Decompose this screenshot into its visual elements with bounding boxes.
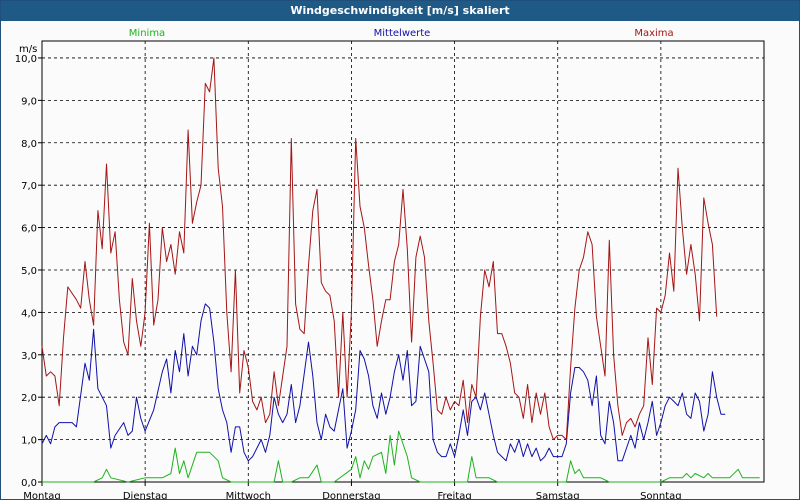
x-day-label: Samstag bbox=[536, 491, 580, 499]
y-tick-label: 10,0 bbox=[15, 54, 37, 65]
y-tick-label: 0,0 bbox=[21, 478, 37, 489]
series-line-maxima bbox=[41, 57, 718, 441]
y-tick-label: 4,0 bbox=[21, 308, 37, 319]
x-axis: Montag06.10.14Dienstag07.10.14Mittwoch08… bbox=[23, 482, 682, 499]
series-group bbox=[41, 57, 760, 483]
y-axis-unit-label: m/s bbox=[19, 44, 37, 55]
series-line-mittelwerte bbox=[41, 303, 726, 462]
legend: Minima Mittelwerte Maxima bbox=[129, 28, 674, 39]
x-day-label: Dienstag bbox=[123, 491, 168, 499]
legend-item-minima: Minima bbox=[129, 28, 165, 39]
window-title: Windgeschwindigkeit [m/s] skaliert bbox=[1, 1, 799, 21]
grid-lines bbox=[42, 41, 764, 483]
plot-area bbox=[41, 40, 765, 483]
y-tick-label: 7,0 bbox=[21, 181, 37, 192]
x-day-label: Montag bbox=[23, 491, 60, 499]
series-line-minima bbox=[42, 430, 760, 483]
y-tick-label: 1,0 bbox=[21, 436, 37, 447]
x-day-label: Donnerstag bbox=[322, 491, 380, 499]
y-tick-label: 3,0 bbox=[21, 351, 37, 362]
wind-speed-chart: 0,0 1,0 2,0 3,0 4,0 5,0 6,0 7,0 8,0 9,0 10,0 Monta… bbox=[15, 28, 765, 499]
y-tick-label: 2,0 bbox=[21, 393, 37, 404]
x-day-label: Mittwoch bbox=[226, 491, 271, 499]
y-tick-label: 6,0 bbox=[21, 224, 37, 235]
y-tick-label: 9,0 bbox=[21, 96, 37, 107]
y-tick-label: 5,0 bbox=[21, 266, 37, 277]
y-tick-label: 8,0 bbox=[21, 139, 37, 150]
x-day-label: Freitag bbox=[437, 491, 471, 499]
legend-item-maxima: Maxima bbox=[634, 28, 673, 39]
y-axis: 0,0 1,0 2,0 3,0 4,0 5,0 6,0 7,0 8,0 9,0 10,0 bbox=[15, 54, 42, 489]
x-day-label: Sonntag bbox=[640, 491, 682, 499]
legend-item-mittelwerte: Mittelwerte bbox=[374, 28, 431, 39]
